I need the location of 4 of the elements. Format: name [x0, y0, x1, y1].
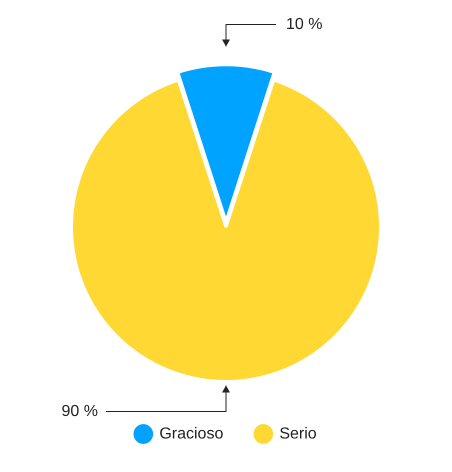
data-label: 90 % — [62, 402, 98, 420]
data-label: 10 % — [286, 16, 322, 33]
legend-label: Gracioso — [159, 425, 224, 442]
legend-label: Serio — [279, 425, 317, 442]
